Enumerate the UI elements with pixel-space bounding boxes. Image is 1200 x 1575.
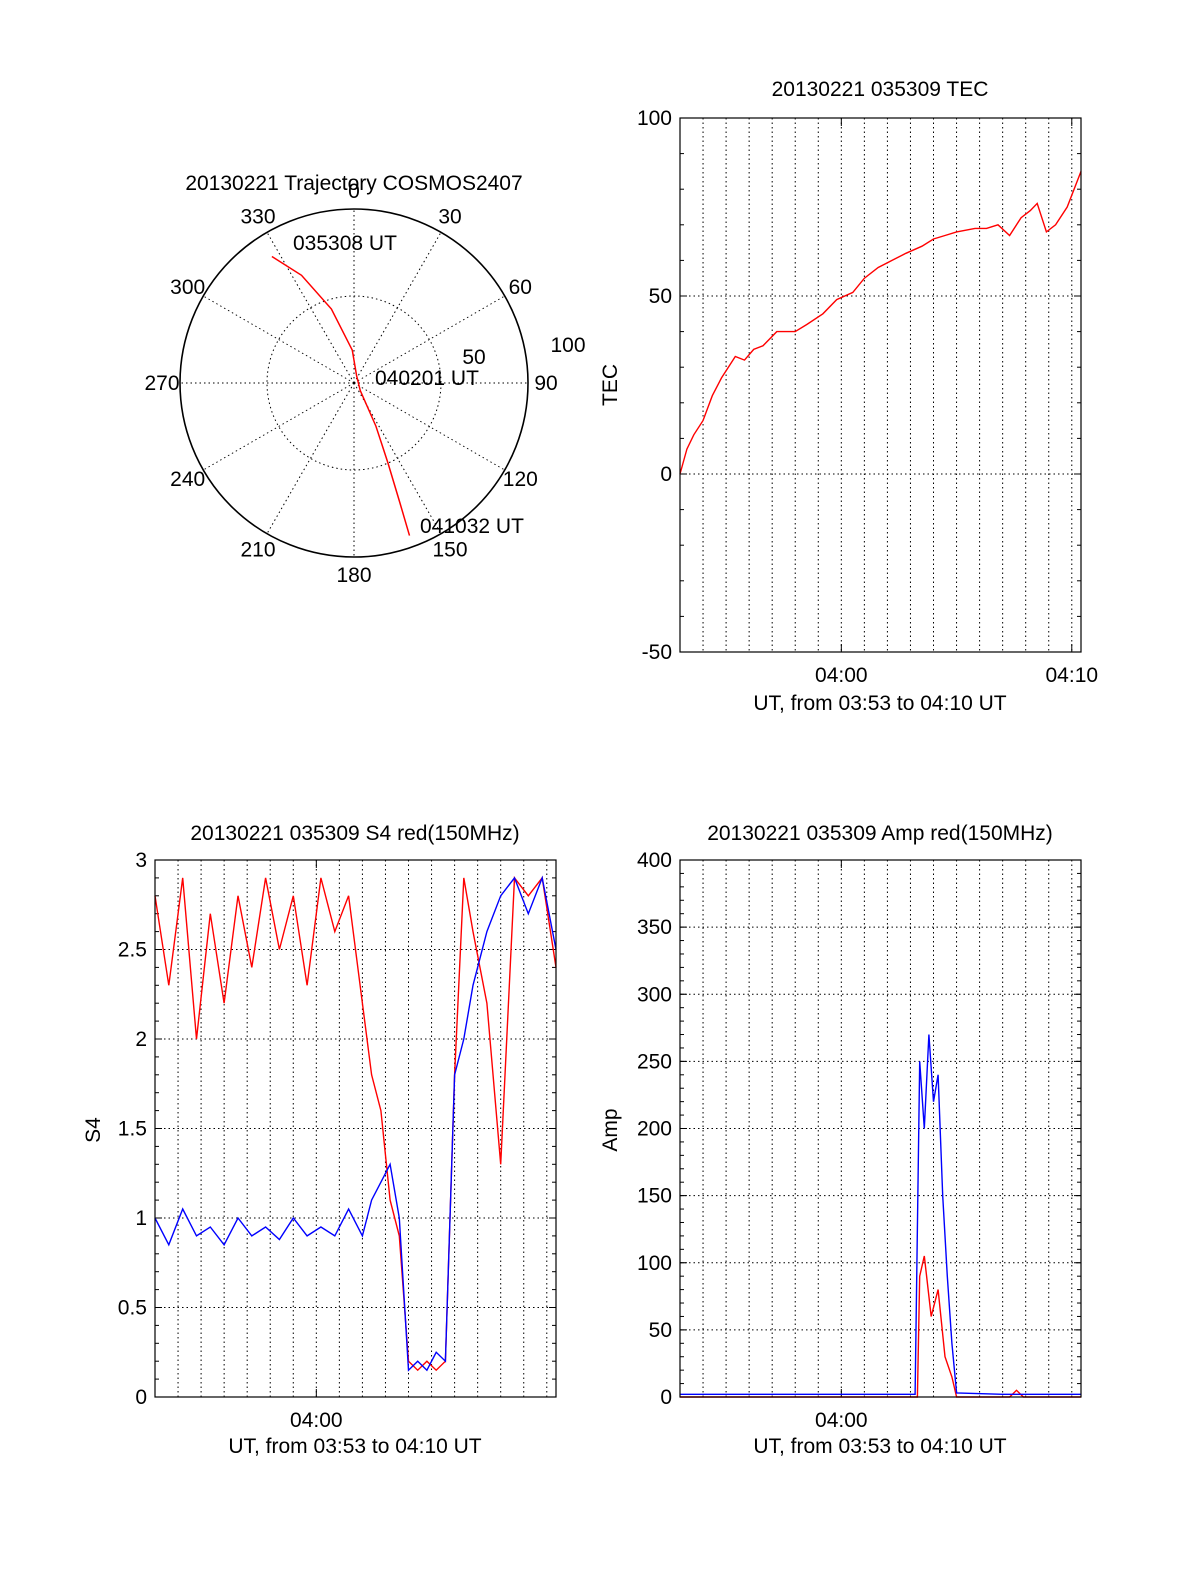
s4-title: 20130221 035309 S4 red(150MHz) [190,822,519,845]
polar-spoke [203,295,355,384]
amp-ylabel: Amp [599,1108,622,1151]
amp-series-line-0 [680,1255,1081,1398]
tec-frame [679,117,1082,653]
tec-ytick-label: 0 [660,463,672,486]
polar-angle-label: 90 [534,372,557,395]
amp-panel: 20130221 035309 Amp red(150MHz) Amp UT, … [599,822,1082,1458]
polar-angle-label: 150 [432,538,467,561]
polar-radius-label-100: 100 [550,334,585,357]
amp-title: 20130221 035309 Amp red(150MHz) [707,822,1053,845]
amp-ytick-label: 200 [637,1118,672,1141]
amp-ytick-label: 150 [637,1185,672,1208]
amp-series-line-1 [680,1034,1081,1395]
amp-ytick-label: 400 [637,849,672,872]
polar-angle-label: 30 [438,206,461,229]
s4-series-line-1 [154,875,557,1372]
polar-angle-label: 270 [144,372,179,395]
s4-panel: 20130221 035309 S4 red(150MHz) S4 UT, fr… [82,822,557,1458]
s4-plot-area: 0 0.5 1 1.5 2 2.5 3 04:00 [118,849,557,1432]
polar-spoke [266,232,355,384]
polar-angle-label: 330 [240,206,275,229]
tec-series-line-0 [679,171,1082,475]
s4-xtick-label: 04:00 [290,1409,343,1432]
polar-annotation-start: 035308 UT [293,232,397,255]
polar-spoke [203,382,355,471]
polar-trajectory-line [271,255,411,536]
amp-ytick-label: 50 [649,1319,672,1342]
s4-ytick-label: 2.5 [118,939,147,962]
polar-spoke [353,295,505,384]
polar-grid [180,209,528,557]
tec-ytick-label: 100 [637,107,672,130]
polar-spoke [266,382,355,534]
s4-frame [154,859,557,1398]
s4-ytick-label: 3 [135,849,147,872]
amp-xtick-label: 04:00 [815,1409,868,1432]
polar-spoke [353,232,442,384]
polar-radius-label-50: 50 [462,346,485,369]
tec-ytick-label: -50 [642,641,672,664]
amp-plot-area: 0 50 100 150 200 250 300 350 400 04:00 [637,849,1082,1432]
s4-ytick-label: 1 [135,1207,147,1230]
amp-ytick-label: 350 [637,916,672,939]
amp-ytick-label: 300 [637,983,672,1006]
tec-xtick-label: 04:10 [1046,664,1099,687]
tec-panel: 20130221 035309 TEC TEC UT, from 03:53 t… [599,78,1098,715]
polar-spoke [353,382,442,534]
s4-ylabel: S4 [82,1117,105,1143]
polar-angle-label: 240 [170,468,205,491]
polar-annotation-end: 041032 UT [420,515,524,538]
tec-ytick-label: 50 [649,285,672,308]
amp-frame [679,859,1082,1398]
tec-xtick-label: 04:00 [815,664,868,687]
polar-angle-label: 60 [509,276,532,299]
s4-series-line-0 [154,875,557,1372]
polar-angle-label: 210 [240,538,275,561]
amp-ytick-label: 250 [637,1050,672,1073]
s4-ytick-label: 1.5 [118,1118,147,1141]
polar-outer-ring [179,208,529,558]
amp-xlabel: UT, from 03:53 to 04:10 UT [753,1435,1006,1458]
polar-panel: 20130221 Trajectory COSMOS2407 0 30 60 90 12… [144,172,585,587]
polar-angle-label: 180 [336,564,371,587]
polar-annotation-mid: 040201 UT [375,367,479,390]
tec-ylabel: TEC [599,364,622,406]
polar-angle-label: 120 [503,468,538,491]
tec-plot-area: -50 0 50 100 04:00 04:10 [637,107,1098,687]
tec-xlabel: UT, from 03:53 to 04:10 UT [753,692,1006,715]
s4-ytick-label: 0.5 [118,1297,147,1320]
tec-title: 20130221 035309 TEC [772,78,989,101]
polar-title: 20130221 Trajectory COSMOS2407 [185,172,522,195]
amp-ytick-label: 0 [660,1386,672,1409]
polar-angle-label: 300 [170,276,205,299]
polar-angle-labels: 0 30 60 90 120 150 180 210 240 270 300 330 [144,180,557,587]
s4-ytick-label: 0 [135,1386,147,1409]
amp-ytick-label: 100 [637,1252,672,1275]
polar-spoke [353,382,505,471]
s4-ytick-label: 2 [135,1028,147,1051]
s4-xlabel: UT, from 03:53 to 04:10 UT [228,1435,481,1458]
polar-angle-label: 0 [348,180,360,203]
